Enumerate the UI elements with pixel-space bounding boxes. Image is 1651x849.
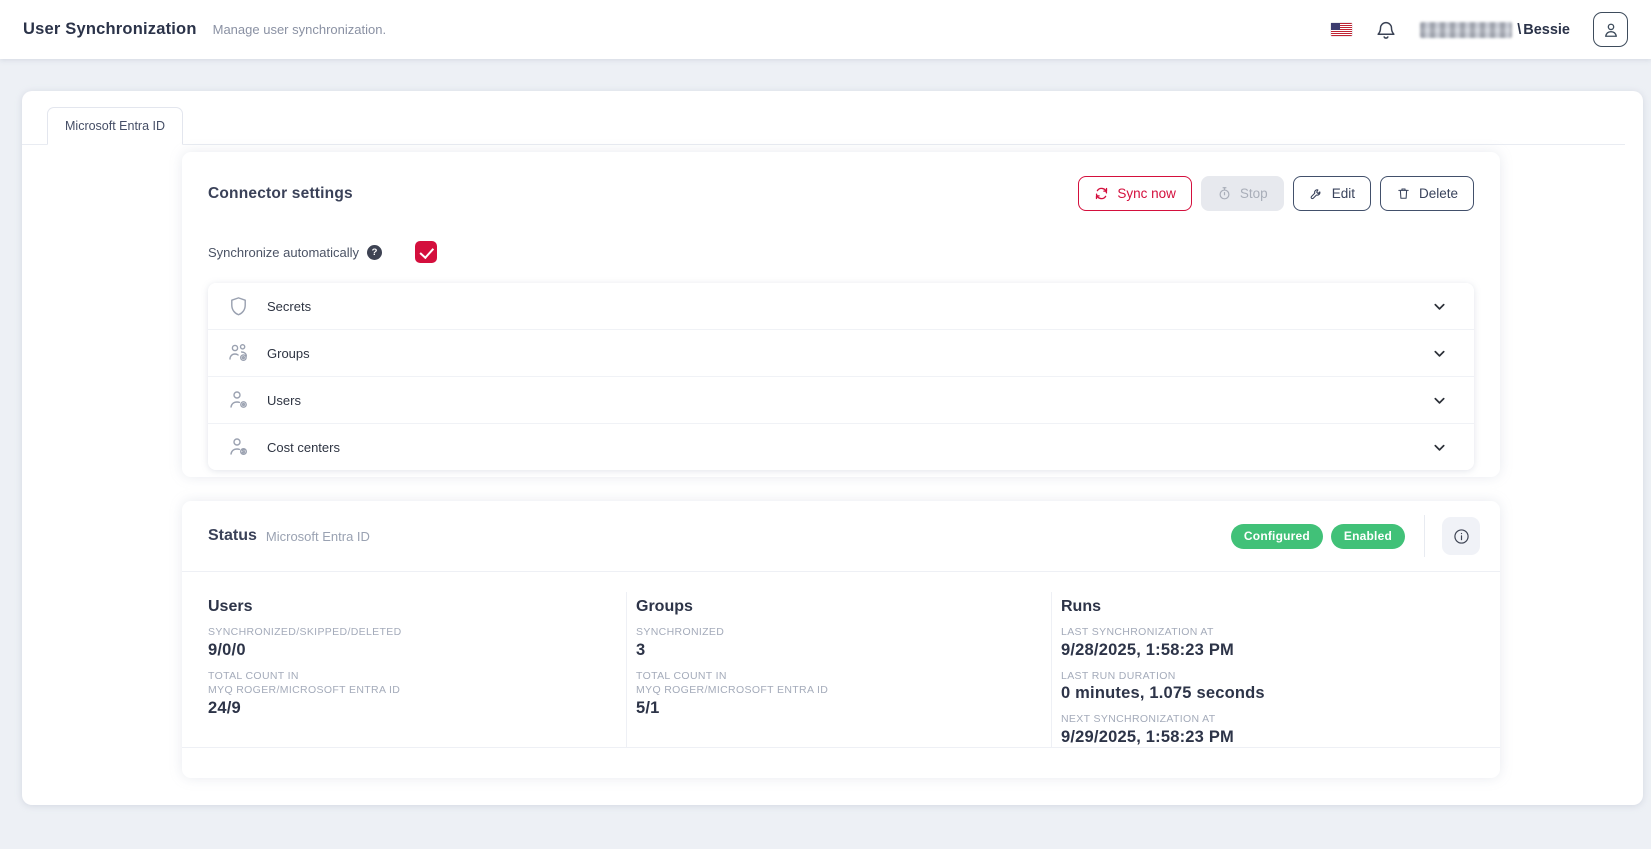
status-header: Status Microsoft Entra ID Configured Ena… [182, 501, 1500, 572]
stat-label: NEXT SYNCHRONIZATION AT [1061, 713, 1216, 726]
chevron-down-icon [1432, 393, 1447, 408]
status-title: Status [208, 527, 257, 544]
user-gear-icon [227, 388, 253, 412]
connector-settings-header: Connector settings Sync now Stop [208, 176, 1474, 211]
user-coin-icon [227, 435, 253, 459]
user-separator: \ [1517, 21, 1522, 38]
chevron-down-icon [1432, 299, 1447, 314]
redacted-tenant-name [1420, 21, 1513, 38]
accordion-row-groups[interactable]: Groups [208, 330, 1474, 377]
user-group-gear-icon [227, 341, 253, 365]
sync-now-button[interactable]: Sync now [1078, 176, 1192, 211]
accordion-label: Users [267, 392, 301, 408]
vertical-divider [1424, 515, 1425, 557]
connector-settings-panel: Connector settings Sync now Stop [182, 152, 1500, 477]
person-icon [1604, 23, 1617, 37]
trash-icon [1398, 188, 1409, 199]
tab-microsoft-entra-id[interactable]: Microsoft Entra ID [47, 107, 184, 145]
stat-value: 0 minutes, 1.075 seconds [1061, 684, 1265, 703]
enabled-badge: Enabled [1330, 523, 1405, 549]
delete-button[interactable]: Delete [1379, 176, 1474, 211]
accordion-label: Cost centers [267, 439, 340, 455]
stop-label: Stop [1239, 186, 1268, 201]
delete-label: Delete [1418, 186, 1458, 201]
main-content-card: Microsoft Entra ID Connector settings Sy… [22, 91, 1643, 805]
tab-bar: Microsoft Entra ID [22, 91, 1625, 145]
stats-column-users: Users SYNCHRONIZED/SKIPPED/DELETED 9/0/0… [182, 592, 626, 747]
stat-label: SYNCHRONIZED [636, 626, 725, 638]
connector-settings-title: Connector settings [208, 184, 353, 202]
stats-column-runs: Runs LAST SYNCHRONIZATION AT 9/28/2025, … [1051, 592, 1500, 748]
notifications-bell-icon[interactable] [1375, 19, 1397, 41]
profile-button[interactable] [1593, 12, 1628, 47]
chevron-down-icon [1432, 440, 1447, 455]
stat-label: TOTAL COUNT IN MYQ ROGER/MICROSOFT ENTRA… [208, 669, 401, 697]
accordion-row-cost-centers[interactable]: Cost centers [208, 424, 1474, 470]
accordion-row-secrets[interactable]: Secrets [208, 283, 1474, 330]
top-header: User Synchronization Manage user synchro… [0, 0, 1651, 59]
stop-button: Stop [1200, 176, 1284, 211]
stats-column-heading: Runs [1061, 598, 1101, 615]
stats-column-heading: Users [208, 598, 253, 615]
configured-badge: Configured [1230, 523, 1323, 549]
page-title: User Synchronization [23, 20, 197, 38]
stats-column-groups: Groups SYNCHRONIZED 3 TOTAL COUNT IN MYQ… [626, 592, 1051, 748]
edit-label: Edit [1331, 186, 1355, 201]
header-actions: \ Bessie [1331, 12, 1628, 47]
shield-icon [227, 295, 253, 318]
stat-value: 9/28/2025, 1:58:23 PM [1061, 640, 1234, 659]
synchronize-automatically-row: Synchronize automatically ? [208, 241, 1474, 263]
stat-value: 3 [636, 640, 646, 659]
wrench-icon [1310, 189, 1321, 200]
stat-value: 24/9 [208, 699, 241, 718]
help-icon[interactable]: ? [367, 244, 383, 260]
status-panel: Status Microsoft Entra ID Configured Ena… [182, 501, 1500, 778]
stat-label: SYNCHRONIZED/SKIPPED/DELETED [208, 626, 402, 638]
sync-icon [1096, 187, 1108, 200]
stat-value: 5/1 [636, 699, 660, 718]
stopwatch-icon [1219, 187, 1230, 200]
accordion-label: Secrets [267, 298, 312, 314]
chevron-down-icon [1432, 346, 1447, 361]
status-footer [182, 747, 1500, 778]
synchronize-automatically-label: Synchronize automatically [208, 244, 360, 260]
info-icon [1453, 528, 1469, 544]
status-badges: Configured Enabled [1223, 515, 1480, 557]
language-flag-icon[interactable] [1331, 23, 1353, 36]
stats-column-heading: Groups [636, 598, 693, 615]
stat-value: 9/0/0 [208, 640, 246, 659]
edit-button[interactable]: Edit [1292, 176, 1371, 211]
user-menu[interactable]: \ Bessie [1420, 21, 1570, 38]
accordion-row-users[interactable]: Users [208, 377, 1474, 424]
stat-label: LAST RUN DURATION [1061, 669, 1176, 682]
page-subtitle: Manage user synchronization. [212, 22, 387, 37]
info-button[interactable] [1442, 517, 1480, 555]
status-stats: Users SYNCHRONIZED/SKIPPED/DELETED 9/0/0… [182, 572, 1500, 748]
synchronize-automatically-checkbox[interactable] [415, 241, 438, 263]
connector-actions: Sync now Stop Edit [1078, 176, 1474, 211]
stat-value: 9/29/2025, 1:58:23 PM [1061, 728, 1234, 747]
user-name: Bessie [1523, 21, 1570, 38]
status-subtitle: Microsoft Entra ID [265, 528, 370, 544]
stat-label: TOTAL COUNT IN MYQ ROGER/MICROSOFT ENTRA… [636, 669, 829, 697]
sync-now-label: Sync now [1117, 186, 1176, 201]
stat-label: LAST SYNCHRONIZATION AT [1061, 626, 1214, 638]
accordion-label: Groups [267, 345, 310, 361]
connector-sections-accordion: Secrets Groups [208, 283, 1474, 470]
